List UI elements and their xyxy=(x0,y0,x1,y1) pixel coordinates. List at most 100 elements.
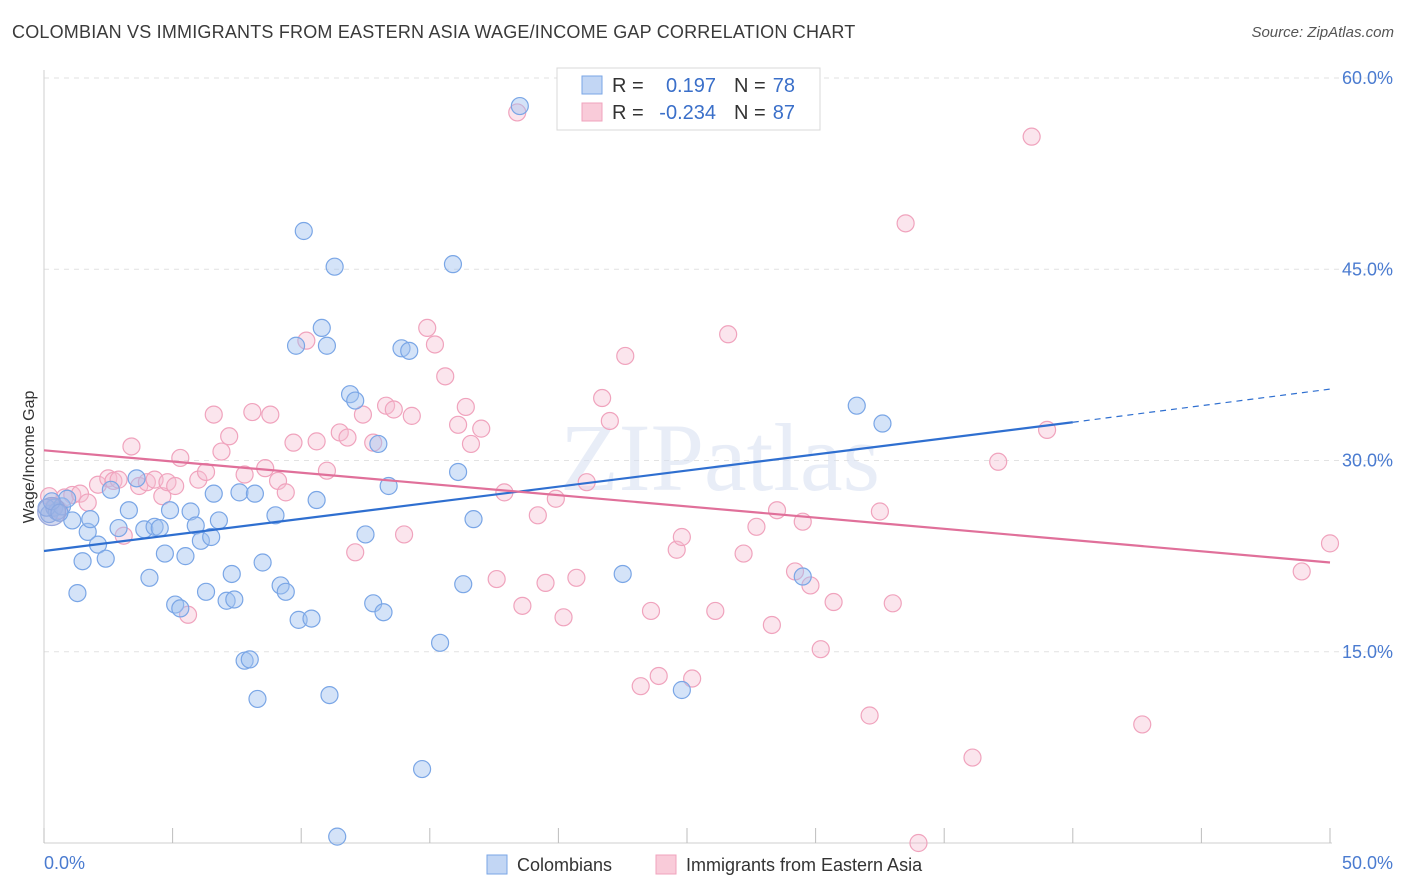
colombian-point-14 xyxy=(119,501,138,520)
eastern-asia-point-75 xyxy=(762,615,781,635)
colombian-point-70 xyxy=(613,564,632,584)
eastern-asia-point-92 xyxy=(1292,562,1311,581)
y-axis-label: Wage/Income Gap xyxy=(21,391,38,524)
eastern-asia-point-46 xyxy=(425,335,445,354)
eastern-asia-point-38 xyxy=(346,543,365,562)
colombian-point-49 xyxy=(312,318,331,337)
eastern-asia-point-51 xyxy=(472,419,491,438)
eastern-asia-point-72 xyxy=(719,325,738,344)
eastern-asia-point-87 xyxy=(963,748,982,767)
colombian-point-67 xyxy=(454,575,473,594)
colombian-point-64 xyxy=(430,633,450,652)
eastern-asia-point-49 xyxy=(456,397,475,417)
legend-swatch-pink xyxy=(581,102,603,122)
eastern-asia-point-24 xyxy=(212,442,231,461)
eastern-asia-point-45 xyxy=(418,318,437,337)
eastern-asia-point-65 xyxy=(631,677,650,696)
colombian-point-23 xyxy=(171,599,190,618)
colombian-point-59 xyxy=(374,603,393,622)
eastern-asia-point-62 xyxy=(593,388,612,408)
colombian-point-21 xyxy=(160,501,180,520)
colombian-point-48 xyxy=(307,490,326,510)
eastern-asia-point-47 xyxy=(436,367,455,386)
legend-bottom-swatch-pink xyxy=(655,854,677,875)
colombian-point-25 xyxy=(181,502,200,521)
eastern-asia-trend-line xyxy=(43,449,1331,564)
colombian-point-58 xyxy=(369,434,388,454)
colombian-point-30 xyxy=(204,484,223,503)
eastern-asia-point-91 xyxy=(1133,715,1152,734)
legend-n-value-1: 78 xyxy=(773,75,795,97)
colombian-point-45 xyxy=(289,610,308,629)
eastern-asia-point-73 xyxy=(734,544,753,563)
legend-n-value-2: 87 xyxy=(773,102,795,124)
colombian-point-51 xyxy=(320,685,339,705)
eastern-asia-point-0 xyxy=(40,487,59,506)
colombian-point-56 xyxy=(356,525,375,544)
x-tick-label-min: 0.0% xyxy=(44,853,85,873)
eastern-asia-point-44 xyxy=(402,406,421,425)
eastern-asia-point-64 xyxy=(616,346,635,366)
y-tick-label: 45.0% xyxy=(1342,259,1393,279)
eastern-asia-point-12 xyxy=(122,437,141,456)
eastern-asia-point-71 xyxy=(706,601,725,621)
colombian-point-62 xyxy=(400,341,419,360)
series-immigrants-eastern-asia xyxy=(40,103,1340,853)
eastern-asia-point-67 xyxy=(649,666,668,686)
colombian-point-46 xyxy=(294,221,313,241)
eastern-asia-point-82 xyxy=(860,706,879,725)
colombian-point-9 xyxy=(81,510,100,529)
eastern-asia-point-63 xyxy=(600,411,619,431)
eastern-asia-point-85 xyxy=(896,214,915,233)
eastern-asia-point-83 xyxy=(870,502,890,521)
colombian-point-35 xyxy=(230,483,249,502)
colombian-point-28 xyxy=(196,582,216,601)
eastern-asia-point-6 xyxy=(78,493,97,512)
colombian-point-34 xyxy=(225,590,244,609)
eastern-asia-point-29 xyxy=(261,405,280,424)
eastern-asia-point-42 xyxy=(384,400,403,419)
eastern-asia-point-86 xyxy=(909,833,928,853)
eastern-asia-point-56 xyxy=(528,506,547,525)
trend-lines xyxy=(43,388,1331,564)
colombian-point-50 xyxy=(317,336,337,355)
eastern-asia-point-55 xyxy=(513,596,532,615)
colombian-point-65 xyxy=(443,255,463,274)
eastern-asia-point-18 xyxy=(166,476,185,496)
colombian-point-6 xyxy=(68,583,87,603)
colombian-point-15 xyxy=(127,469,146,488)
colombian-point-55 xyxy=(346,391,365,410)
eastern-asia-point-93 xyxy=(1320,534,1340,553)
eastern-asia-point-81 xyxy=(824,592,843,612)
colombian-point-63 xyxy=(412,759,432,779)
colombian-point-43 xyxy=(276,582,295,601)
legend-r-value-2: -0.234 xyxy=(659,102,716,124)
legend-n-label-1: N = xyxy=(734,75,766,97)
eastern-asia-point-52 xyxy=(487,569,506,589)
y-tick-label: 30.0% xyxy=(1342,451,1393,471)
eastern-asia-point-74 xyxy=(747,517,766,536)
eastern-asia-point-23 xyxy=(204,405,223,424)
colombian-point-74 xyxy=(873,414,892,433)
eastern-asia-point-48 xyxy=(448,415,468,434)
colombian-point-24 xyxy=(176,547,195,566)
colombian-point-39 xyxy=(248,689,267,709)
eastern-asia-point-80 xyxy=(811,640,830,659)
eastern-asia-point-39 xyxy=(353,405,373,424)
eastern-asia-point-10 xyxy=(109,470,128,489)
colombian-point-33 xyxy=(222,564,241,584)
colombian-point-66 xyxy=(448,462,468,482)
eastern-asia-point-69 xyxy=(672,527,691,547)
eastern-asia-point-60 xyxy=(567,568,586,587)
gridlines xyxy=(44,77,1394,653)
colombian-point-57 xyxy=(364,594,383,613)
cluster-point xyxy=(37,496,67,527)
colombian-point-68 xyxy=(464,510,483,529)
legend-top: R = 0.197 N = 78 R = -0.234 N = 87 xyxy=(556,67,821,131)
colombian-point-69 xyxy=(510,96,529,116)
colombian-point-47 xyxy=(302,609,321,628)
colombian-point-11 xyxy=(96,549,115,568)
eastern-asia-point-25 xyxy=(220,427,239,446)
eastern-asia-point-26 xyxy=(235,465,254,484)
eastern-asia-point-33 xyxy=(297,331,316,350)
